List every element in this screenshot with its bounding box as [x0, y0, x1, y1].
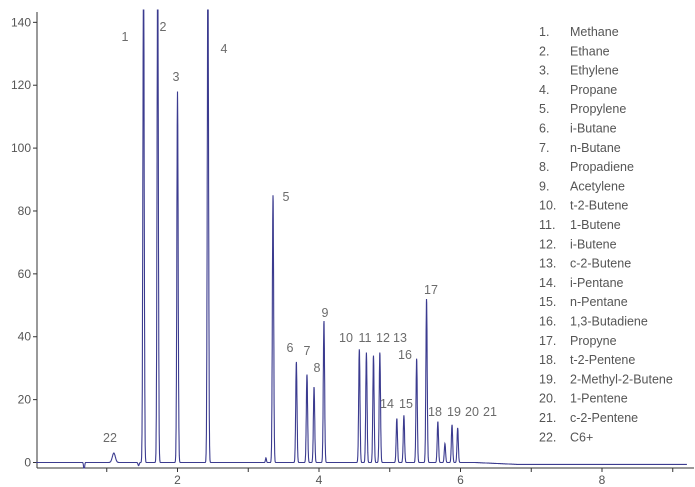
y-tick-label: 140	[11, 15, 31, 29]
legend-number: 14.	[539, 276, 556, 290]
legend-number: 11.	[539, 218, 555, 232]
legend-number: 12.	[539, 237, 556, 251]
legend-compound-name: Propane	[570, 83, 617, 97]
legend-compound-name: n-Butane	[570, 141, 621, 155]
peak-label-19: 19	[447, 405, 461, 419]
peak-label-9: 9	[322, 306, 329, 320]
legend: 1. Methane 2. Ethane 3. Ethylene 4. Propane 5. Pr…	[539, 25, 673, 444]
legend-compound-name: 1,3-Butadiene	[570, 315, 648, 329]
peak-label-13: 13	[393, 331, 407, 345]
legend-number: 21.	[539, 411, 556, 425]
legend-number: 13.	[539, 257, 556, 271]
legend-compound-name: Methane	[570, 25, 619, 39]
legend-number: 1.	[539, 25, 549, 39]
legend-number: 8.	[539, 160, 549, 174]
peak-label-5: 5	[283, 190, 290, 204]
y-tick-label: 80	[18, 204, 32, 218]
trace-line	[36, 9, 687, 469]
peak-label-1: 1	[122, 30, 129, 44]
legend-number: 15.	[539, 295, 556, 309]
legend-number: 3.	[539, 64, 549, 78]
peak-label-15: 15	[399, 397, 413, 411]
legend-compound-name: i-Butane	[570, 122, 617, 136]
legend-number: 4.	[539, 83, 549, 97]
peak-label-18: 18	[428, 405, 442, 419]
legend-number: 2.	[539, 44, 549, 58]
peak-label-14: 14	[380, 397, 394, 411]
x-tick-label: 4	[316, 473, 323, 487]
peak-label-22: 22	[103, 431, 117, 445]
peak-label-12: 12	[376, 331, 390, 345]
peak-label-2: 2	[160, 20, 167, 34]
legend-compound-name: 1-Butene	[570, 218, 621, 232]
peak-label-11: 11	[359, 331, 372, 345]
legend-compound-name: 1-Pentene	[570, 392, 628, 406]
legend-number: 16.	[539, 315, 556, 329]
legend-compound-name: Propadiene	[570, 160, 634, 174]
peak-label-16: 16	[398, 348, 412, 362]
legend-number: 7.	[539, 141, 549, 155]
legend-compound-name: n-Pentane	[570, 295, 628, 309]
legend-number: 9.	[539, 179, 549, 193]
peak-label-6: 6	[287, 341, 294, 355]
peak-label-17: 17	[424, 283, 438, 297]
y-tick-label: 20	[18, 393, 32, 407]
legend-number: 22.	[539, 430, 556, 444]
legend-compound-name: i-Butene	[570, 237, 617, 251]
legend-compound-name: Ethane	[570, 44, 610, 58]
legend-compound-name: t-2-Pentene	[570, 353, 635, 367]
legend-compound-name: c-2-Pentene	[570, 411, 638, 425]
x-tick-label: 2	[174, 473, 181, 487]
legend-compound-name: Ethylene	[570, 64, 619, 78]
peak-label-3: 3	[173, 70, 180, 84]
chromatogram-trace	[36, 9, 687, 469]
peak-label-8: 8	[314, 361, 321, 375]
peak-label-21: 21	[483, 405, 497, 419]
y-tick-label: 0	[24, 456, 31, 470]
x-tick-label: 8	[599, 473, 606, 487]
legend-compound-name: C6+	[570, 430, 593, 444]
legend-number: 6.	[539, 122, 549, 136]
legend-number: 5.	[539, 102, 549, 116]
y-tick-label: 60	[18, 267, 32, 281]
peak-label-20: 20	[465, 405, 479, 419]
legend-number: 19.	[539, 372, 556, 386]
legend-compound-name: t-2-Butene	[570, 199, 628, 213]
legend-number: 20.	[539, 392, 556, 406]
legend-compound-name: Propyne	[570, 334, 617, 348]
peak-label-7: 7	[304, 344, 311, 358]
y-tick-label: 40	[18, 330, 32, 344]
legend-number: 18.	[539, 353, 556, 367]
legend-compound-name: i-Pentane	[570, 276, 624, 290]
y-tick-label: 120	[11, 78, 31, 92]
legend-compound-name: 2-Methyl-2-Butene	[570, 372, 673, 386]
peak-label-4: 4	[221, 42, 228, 56]
legend-compound-name: Propylene	[570, 102, 626, 116]
peak-label-10: 10	[339, 331, 353, 345]
legend-number: 10.	[539, 199, 556, 213]
legend-compound-name: c-2-Butene	[570, 257, 631, 271]
x-tick-label: 6	[457, 473, 464, 487]
legend-compound-name: Acetylene	[570, 179, 625, 193]
legend-number: 17.	[539, 334, 556, 348]
y-tick-label: 100	[11, 141, 31, 155]
